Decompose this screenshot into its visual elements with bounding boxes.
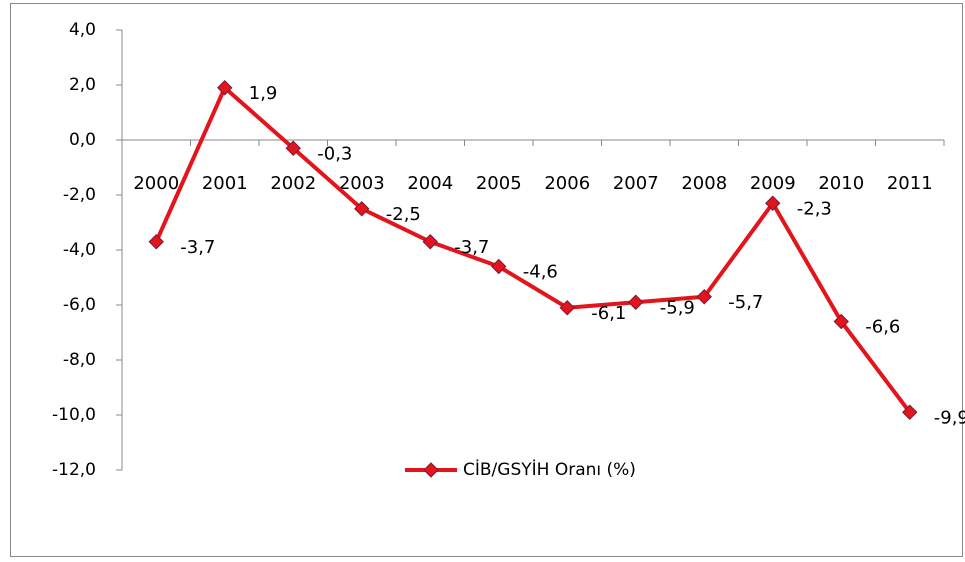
x-tick-label: 2011 [887, 173, 933, 194]
x-tick-label: 2010 [818, 173, 864, 194]
x-tick-label: 2001 [202, 173, 248, 194]
legend-label: CİB/GSYİH Oranı (%) [463, 459, 636, 480]
x-tick-label: 2006 [544, 173, 590, 194]
marker [765, 195, 781, 211]
y-tick-label: -4,0 [63, 240, 96, 260]
x-tick-label: 2009 [750, 173, 796, 194]
marker [422, 234, 438, 250]
marker [148, 234, 164, 250]
data-label: -6,1 [591, 303, 626, 324]
data-label: 1,9 [249, 83, 278, 104]
data-label: -0,3 [317, 143, 352, 164]
x-tick-label: 2003 [339, 173, 385, 194]
marker [902, 404, 918, 420]
x-tick-label: 2002 [270, 173, 316, 194]
y-tick-label: -12,0 [52, 460, 96, 480]
marker [491, 258, 507, 275]
y-tick-label: -8,0 [63, 350, 96, 370]
marker [833, 313, 849, 330]
y-tick-label: 0,0 [69, 130, 96, 150]
y-tick-label: -10,0 [52, 405, 96, 425]
data-label: -3,7 [454, 237, 489, 258]
data-label: -2,5 [386, 204, 421, 225]
marker [628, 294, 644, 310]
x-tick-label: 2008 [681, 173, 727, 194]
marker [354, 201, 370, 217]
x-tick-label: 2007 [613, 173, 659, 194]
legend-marker [423, 462, 439, 478]
data-label: -4,6 [523, 262, 558, 283]
marker [217, 80, 233, 96]
chart-border [10, 3, 963, 557]
marker [696, 289, 712, 305]
x-tick-label: 2004 [407, 173, 453, 194]
data-label: -9,9 [934, 407, 965, 428]
marker [285, 140, 301, 156]
x-tick-label: 2005 [476, 173, 522, 194]
y-tick-label: 4,0 [69, 20, 96, 40]
x-tick-label: 2000 [133, 173, 179, 194]
data-label: -5,7 [728, 292, 763, 313]
y-tick-label: -2,0 [63, 185, 96, 205]
y-tick-label: 2,0 [69, 75, 96, 95]
data-label: -6,6 [865, 317, 900, 338]
data-label: -5,9 [660, 297, 695, 318]
marker [559, 300, 575, 316]
data-label: -3,7 [180, 237, 215, 258]
data-label: -2,3 [797, 198, 832, 219]
y-tick-label: -6,0 [63, 295, 96, 315]
series-line [154, 85, 912, 414]
